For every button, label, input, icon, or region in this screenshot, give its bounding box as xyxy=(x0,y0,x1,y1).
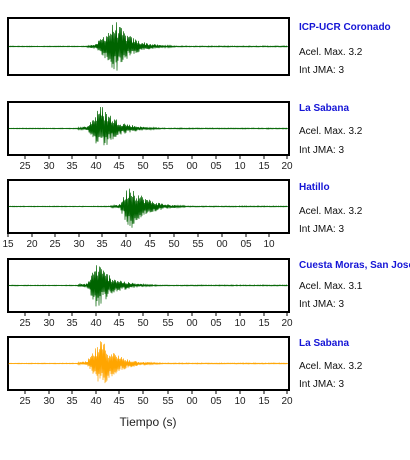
x-tick-label: 45 xyxy=(113,318,125,329)
panel-2: 25 30 35 40 45 50 55 00 05 10 15 20 xyxy=(7,101,293,172)
max-acceleration: Acel. Max. 3.2 xyxy=(299,361,363,372)
x-tick-label: 45 xyxy=(113,396,125,407)
station-name: La Sabana xyxy=(299,103,350,114)
seismic-trace xyxy=(8,188,288,228)
jma-intensity: Int JMA: 3 xyxy=(299,379,345,390)
max-acceleration: Acel. Max. 3.2 xyxy=(299,126,363,137)
panel-1 xyxy=(7,17,290,76)
panel-frame xyxy=(7,17,290,76)
x-tick-label: 25 xyxy=(19,318,31,329)
x-tick-label: 05 xyxy=(210,396,222,407)
max-acceleration: Acel. Max. 3.2 xyxy=(299,47,363,58)
x-tick-label: 35 xyxy=(66,318,78,329)
seismic-trace xyxy=(8,22,288,71)
seismic-trace xyxy=(8,341,288,384)
x-tick-label: 10 xyxy=(234,318,246,329)
jma-intensity: Int JMA: 3 xyxy=(299,65,345,76)
x-tick-label: 25 xyxy=(19,161,31,172)
x-tick-label: 25 xyxy=(19,396,31,407)
seismic-trace xyxy=(8,265,288,307)
x-tick-label: 50 xyxy=(137,396,149,407)
x-tick-label: 10 xyxy=(234,161,246,172)
x-tick-label: 35 xyxy=(96,239,108,250)
panel-frame xyxy=(7,336,290,391)
jma-intensity: Int JMA: 3 xyxy=(299,299,345,310)
x-tick-label: 20 xyxy=(281,318,293,329)
panel-4: 25 30 35 40 45 50 55 00 05 10 15 20 xyxy=(7,258,293,329)
x-tick-label: 00 xyxy=(186,161,198,172)
x-tick-label: 05 xyxy=(210,161,222,172)
x-tick-label: 25 xyxy=(49,239,61,250)
x-tick-label: 20 xyxy=(281,396,293,407)
x-tick-label: 20 xyxy=(26,239,38,250)
x-tick-label: 00 xyxy=(186,396,198,407)
x-tick-label: 15 xyxy=(258,396,270,407)
x-tick-label: 30 xyxy=(43,318,55,329)
x-tick-label: 30 xyxy=(73,239,85,250)
x-tick-label: 45 xyxy=(144,239,156,250)
x-axis-title: Tiempo (s) xyxy=(120,415,177,429)
x-tick-label: 40 xyxy=(120,239,132,250)
station-name: Hatillo xyxy=(299,182,330,193)
x-tick-label: 00 xyxy=(216,239,228,250)
x-tick-label: 15 xyxy=(258,161,270,172)
x-tick-label: 30 xyxy=(43,161,55,172)
x-tick-label: 35 xyxy=(66,396,78,407)
x-tick-label: 05 xyxy=(240,239,252,250)
jma-intensity: Int JMA: 3 xyxy=(299,224,345,235)
station-name: La Sabana xyxy=(299,338,350,349)
x-tick-label: 20 xyxy=(281,161,293,172)
max-acceleration: Acel. Max. 3.1 xyxy=(299,281,363,292)
x-tick-label: 35 xyxy=(66,161,78,172)
x-tick-label: 00 xyxy=(186,318,198,329)
x-tick-label: 10 xyxy=(234,396,246,407)
station-name: ICP-UCR Coronado xyxy=(299,22,391,33)
x-tick-label: 40 xyxy=(90,318,102,329)
x-tick-label: 40 xyxy=(90,161,102,172)
panel-3: 15 20 25 30 35 40 45 50 55 00 05 10 xyxy=(2,179,290,250)
x-tick-label: 55 xyxy=(162,396,174,407)
x-tick-label: 55 xyxy=(162,318,174,329)
x-tick-label: 55 xyxy=(162,161,174,172)
x-tick-label: 15 xyxy=(258,318,270,329)
panel-frame xyxy=(7,101,290,156)
x-tick-label: 50 xyxy=(137,161,149,172)
x-tick-label: 10 xyxy=(263,239,275,250)
panel-frame xyxy=(7,258,290,313)
panel-5: 25 30 35 40 45 50 55 00 05 10 15 20 Tiempo (s) xyxy=(7,336,293,429)
x-tick-label: 45 xyxy=(113,161,125,172)
x-tick-label: 15 xyxy=(2,239,14,250)
jma-intensity: Int JMA: 3 xyxy=(299,145,345,156)
x-tick-label: 50 xyxy=(137,318,149,329)
max-acceleration: Acel. Max. 3.2 xyxy=(299,206,363,217)
panel-frame xyxy=(7,179,290,234)
x-tick-label: 50 xyxy=(168,239,180,250)
seismic-trace xyxy=(8,106,288,146)
x-tick-label: 05 xyxy=(210,318,222,329)
station-name: Cuesta Moras, San José xyxy=(299,260,410,271)
x-tick-label: 40 xyxy=(90,396,102,407)
x-tick-label: 55 xyxy=(192,239,204,250)
x-tick-label: 30 xyxy=(43,396,55,407)
